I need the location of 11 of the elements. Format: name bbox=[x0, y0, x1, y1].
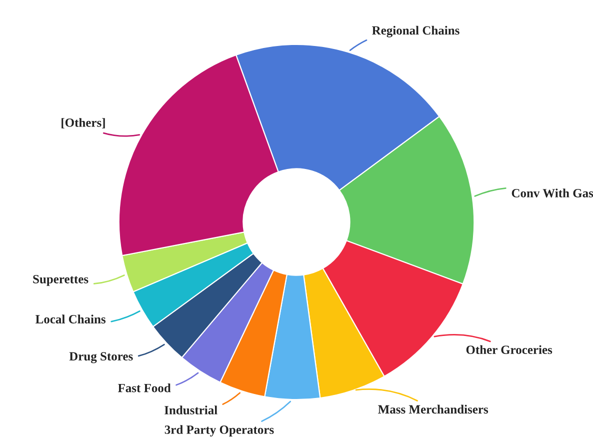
slice-label: Fast Food bbox=[118, 383, 171, 392]
slice-label: Superettes bbox=[33, 274, 88, 286]
slice-label: Drug Stores bbox=[69, 352, 133, 364]
slice-label: Regional Chains bbox=[372, 26, 460, 38]
slice-label: Mass Merchandisers bbox=[378, 404, 488, 414]
slice-label: Local Chains bbox=[36, 314, 106, 324]
slice-label: Industrial bbox=[164, 406, 218, 414]
slice-label: 3rd Party Operators bbox=[164, 425, 274, 437]
slice-label: [Others] bbox=[62, 118, 105, 128]
slice-label: Conv With Gas bbox=[512, 188, 593, 198]
slice-label: Other Groceries bbox=[466, 345, 552, 354]
